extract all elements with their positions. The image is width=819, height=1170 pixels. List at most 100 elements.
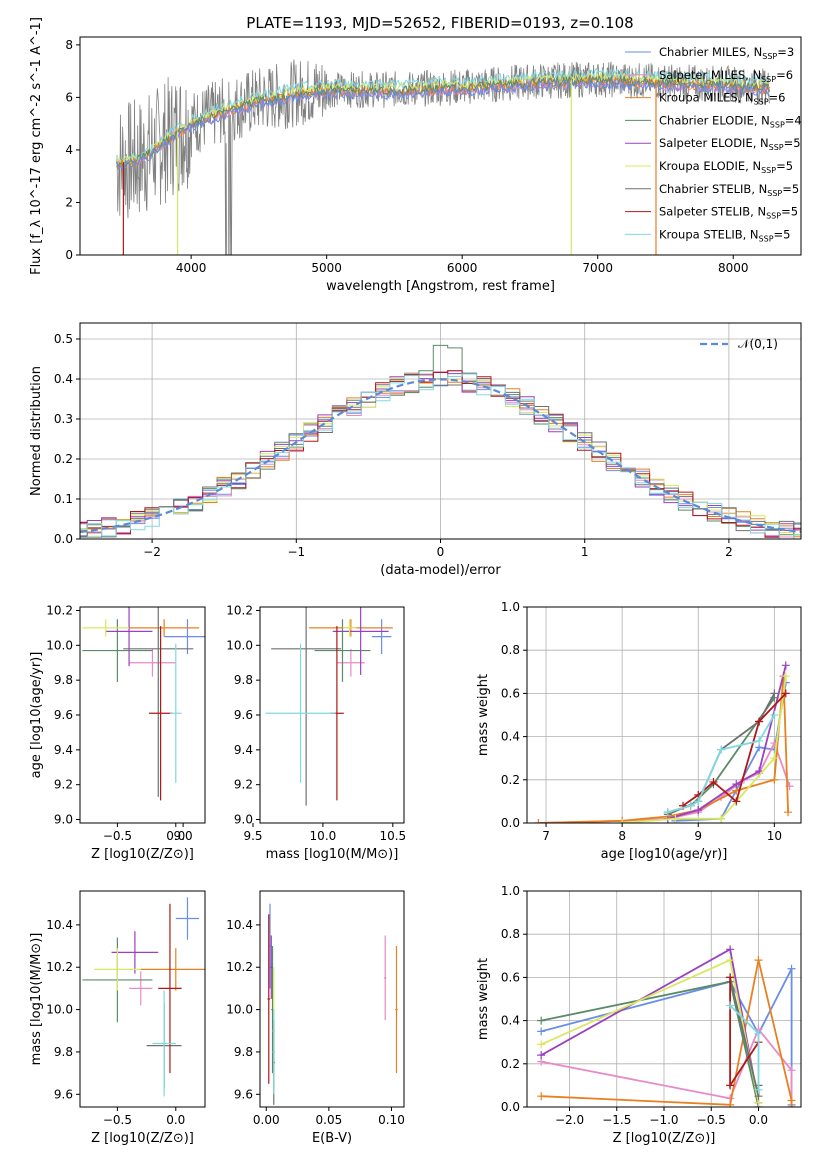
y-tick-label: 0.4 — [501, 730, 520, 744]
x-tick-label: −2 — [143, 545, 161, 559]
data-point-marker — [694, 806, 703, 815]
y-tick-label: 9.2 — [234, 778, 253, 792]
data-point-marker — [537, 1016, 546, 1025]
data-point-marker — [694, 797, 703, 806]
data-point-marker — [787, 964, 796, 973]
x-axis-label: (data-model)/error — [380, 563, 501, 578]
y-tick-label: 9.0 — [234, 813, 253, 827]
x-axis-label: Z [log10(Z/Z⊙)] — [91, 847, 194, 862]
mass-weight-series-line — [540, 958, 760, 1103]
mass-weight-series-line — [622, 675, 787, 823]
data-point-marker — [784, 808, 793, 817]
legend-label: Chabrier ELODIE, NSSP=4 — [659, 113, 802, 129]
legend-subscript: SSP — [767, 189, 782, 198]
x-tick-label: −2.0 — [555, 1113, 584, 1127]
y-tick-label: 0.8 — [501, 927, 520, 941]
y-tick-label: 10.2 — [226, 603, 253, 617]
mass-weight-series-line — [682, 692, 787, 807]
x-tick-label: 0.0 — [166, 829, 185, 843]
data-point-marker — [537, 1051, 546, 1060]
y-tick-label: 10.4 — [46, 918, 73, 932]
data-point-marker — [663, 808, 672, 817]
y-axis-label: mass weight — [476, 958, 491, 1040]
y-tick-label: 10.4 — [226, 918, 253, 932]
legend-value: =6 — [769, 91, 786, 105]
y-axis-label: age [log10(age/yr)] — [29, 652, 44, 779]
data-point-marker — [754, 1085, 763, 1094]
model-spectrum-line — [116, 74, 771, 168]
plot-frame — [79, 322, 802, 540]
x-tick-label: −1 — [287, 545, 305, 559]
data-point-marker — [717, 745, 726, 754]
x-tick-label: 7000 — [582, 261, 613, 275]
y-tick-label: 0.2 — [501, 1057, 520, 1071]
x-tick-label: 10 — [767, 829, 782, 843]
residual-histogram-step — [80, 344, 801, 538]
x-tick-label: 9.5 — [243, 829, 262, 843]
data-point-marker — [671, 814, 680, 823]
data-point-marker — [726, 1081, 735, 1090]
x-tick-label: 10.0 — [310, 829, 337, 843]
legend-label: Chabrier MILES, NSSP=3 — [659, 45, 794, 61]
y-tick-label: 6 — [65, 90, 73, 104]
y-tick-label: 8 — [65, 38, 73, 52]
data-point-marker — [754, 1029, 763, 1038]
data-point-marker — [726, 1001, 735, 1010]
legend-label: Chabrier STELIB, NSSP=5 — [659, 182, 799, 198]
x-tick-label: −1.5 — [602, 1113, 631, 1127]
y-tick-label: 9.8 — [54, 1045, 73, 1059]
residual-histogram-panel: −2 −1 0 1 2 0.0 0.1 0.2 0.3 0.4 0.5 (data-model)/er… — [29, 322, 802, 578]
y-tick-label: 0.0 — [54, 532, 73, 546]
x-axis-label: mass [log10(M/M⊙)] — [266, 847, 399, 862]
data-point-marker — [755, 717, 764, 726]
data-point-marker — [787, 1066, 796, 1075]
y-tick-label: 0.0 — [501, 816, 520, 830]
legend-subscript: SSP — [770, 120, 785, 129]
x-tick-label: 7 — [542, 829, 550, 843]
x-axis-label: Z [log10(Z/Z⊙)] — [613, 1131, 716, 1146]
plot-frame — [526, 890, 802, 1108]
legend-value: =5 — [776, 159, 793, 173]
x-tick-label: 0.0 — [166, 1113, 185, 1127]
legend-label: Kroupa ELODIE, NSSP=5 — [659, 159, 793, 175]
y-axis-label: Normed distribution — [29, 366, 44, 496]
legend-label: 𝒩(0,1) — [738, 337, 778, 351]
y-tick-label: 0.2 — [54, 452, 73, 466]
data-point-marker — [726, 956, 735, 965]
y-tick-label: 9.2 — [54, 778, 73, 792]
x-tick-label: −0.5 — [103, 1113, 132, 1127]
y-axis-label: mass weight — [476, 674, 491, 756]
legend-subscript: SSP — [754, 98, 769, 107]
x-axis-label: E(B-V) — [312, 1131, 352, 1146]
data-point-marker — [732, 797, 741, 806]
y-tick-label: 9.0 — [54, 813, 73, 827]
y-tick-label: 0.6 — [501, 686, 520, 700]
legend-label: Salpeter ELODIE, NSSP=5 — [659, 136, 801, 152]
y-tick-label: 10.2 — [46, 960, 73, 974]
y-tick-label: 10.0 — [46, 638, 73, 652]
x-tick-label: 2 — [725, 545, 733, 559]
age-vs-metallicity-panel: −0.5 0.09.09.29.49.69.810.010.2Z [log10(Z… — [29, 603, 206, 862]
legend-value: =5 — [782, 182, 799, 196]
y-tick-label: 2 — [65, 195, 73, 209]
y-tick-label: 0.4 — [54, 372, 73, 386]
legend-value: =5 — [774, 227, 791, 241]
data-point-marker — [537, 1092, 546, 1101]
data-point-marker — [618, 819, 627, 823]
figure-title: PLATE=1193, MJD=52652, FIBERID=0193, z=0… — [246, 14, 633, 32]
data-point-marker — [781, 689, 790, 698]
data-point-marker — [726, 1100, 735, 1107]
legend-label: Salpeter STELIB, NSSP=5 — [659, 205, 798, 221]
y-tick-label: 9.4 — [54, 743, 73, 757]
data-point-marker — [717, 814, 726, 823]
plot-frame — [259, 606, 405, 824]
data-point-marker — [726, 973, 735, 982]
data-point-marker — [770, 775, 779, 784]
legend-subscript: SSP — [769, 143, 784, 152]
data-point-marker — [787, 1103, 796, 1107]
y-axis-label: Flux [f_λ 10^-17 erg cm^-2 s^-1 A^-1] — [29, 17, 44, 275]
data-point-marker — [770, 711, 779, 719]
legend-value: =6 — [776, 68, 793, 82]
x-tick-label: 0.10 — [378, 1113, 405, 1127]
